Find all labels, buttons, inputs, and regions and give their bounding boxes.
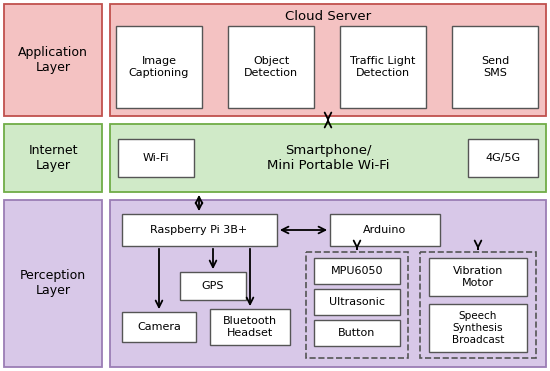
Bar [314,258,400,284]
Text: Raspberry Pi 3B+: Raspberry Pi 3B+ [150,225,248,235]
Text: Object
Detection: Object Detection [244,56,298,78]
Text: Arduino: Arduino [364,225,406,235]
Bar [4,4,102,116]
Text: Speech
Synthesis
Broadcast: Speech Synthesis Broadcast [452,311,504,345]
Bar [468,139,538,177]
Text: 4G/5G: 4G/5G [486,153,520,163]
Bar [330,214,440,246]
Bar [180,272,246,300]
Bar [340,26,426,108]
Bar [210,309,290,345]
Bar [314,320,400,346]
Bar [122,312,196,342]
Text: Button: Button [338,328,376,338]
Text: GPS: GPS [202,281,224,291]
Bar [110,124,546,192]
Bar [420,252,536,358]
Text: Vibration
Motor: Vibration Motor [453,266,503,288]
Text: Wi-Fi: Wi-Fi [142,153,169,163]
Bar [429,304,527,352]
Text: Image
Captioning: Image Captioning [129,56,189,78]
Text: Smartphone/
Mini Portable Wi-Fi: Smartphone/ Mini Portable Wi-Fi [267,144,389,172]
Bar [122,214,277,246]
Bar [110,4,546,116]
Bar [429,258,527,296]
Text: MPU6050: MPU6050 [331,266,383,276]
Text: Traffic Light
Detection: Traffic Light Detection [350,56,416,78]
Text: Application
Layer: Application Layer [18,46,88,74]
Text: Ultrasonic: Ultrasonic [329,297,385,307]
Bar [314,289,400,315]
Bar [116,26,202,108]
Text: Cloud Server: Cloud Server [285,10,371,23]
Bar [4,200,102,367]
Text: Send
SMS: Send SMS [481,56,509,78]
Bar [452,26,538,108]
Bar [228,26,314,108]
Text: Internet
Layer: Internet Layer [28,144,78,172]
Text: Bluetooth
Headset: Bluetooth Headset [223,316,277,338]
Text: Perception
Layer: Perception Layer [20,269,86,297]
Bar [306,252,408,358]
Bar [4,124,102,192]
Bar [118,139,194,177]
Text: Camera: Camera [137,322,181,332]
Bar [110,200,546,367]
